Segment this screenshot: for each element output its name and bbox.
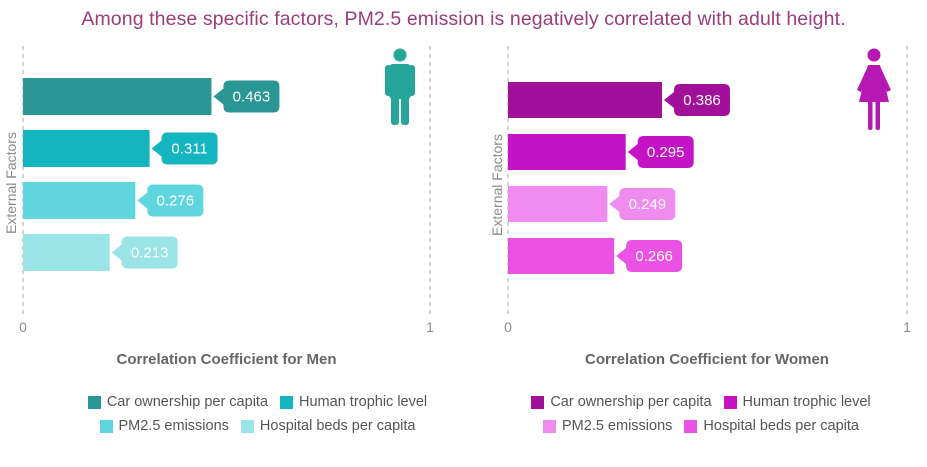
x-tick-label: 1 <box>426 319 434 335</box>
chart-headline: Among these specific factors, PM2.5 emis… <box>81 8 846 30</box>
icon-arm <box>857 66 871 92</box>
data-label: 0.311 <box>171 141 207 158</box>
data-label: 0.276 <box>157 193 195 210</box>
data-label-callout <box>213 80 280 113</box>
data-label-callout <box>664 84 731 116</box>
x-tick-label: 1 <box>903 319 911 335</box>
legend-label: Hospital beds per capita <box>259 418 416 434</box>
legend-swatch <box>99 419 113 433</box>
icon-head <box>867 48 881 62</box>
legend-label: PM2.5 emissions <box>118 418 229 434</box>
x-tick-label: 0 <box>19 319 27 335</box>
legend-row: PM2.5 emissions Hospital beds per capita <box>475 414 927 438</box>
data-label-callout <box>111 236 178 269</box>
bar <box>508 134 626 170</box>
data-label: 0.249 <box>629 196 667 213</box>
legend-item: Car ownership per capita <box>87 394 269 410</box>
icon-leg <box>868 100 873 130</box>
legend-swatch <box>684 419 698 433</box>
legend-label: Human trophic level <box>742 394 871 410</box>
bar <box>23 234 110 271</box>
legend-women: Car ownership per capita Human trophic l… <box>475 390 927 438</box>
bar <box>508 186 608 222</box>
bar <box>508 238 615 274</box>
bar <box>508 82 663 118</box>
bar <box>23 130 150 167</box>
data-label-callout <box>627 136 694 168</box>
icon-leg <box>391 93 399 125</box>
legend-swatch <box>723 395 737 409</box>
bar <box>23 182 136 219</box>
icon-arm <box>385 65 391 96</box>
icon-leg <box>875 100 880 130</box>
legend-swatch <box>531 395 545 409</box>
legend-item: Hospital beds per capita <box>240 418 416 434</box>
legend-label: Human trophic level <box>299 394 428 410</box>
legend-label: PM2.5 emissions <box>562 418 673 434</box>
x-axis-title-women: Correlation Coefficient for Women <box>585 351 829 368</box>
legend-row: PM2.5 emissions Hospital beds per capita <box>0 414 515 438</box>
legend-item: Human trophic level <box>723 394 871 410</box>
man-icon <box>385 48 415 125</box>
legend-swatch <box>240 419 254 433</box>
data-label: 0.213 <box>131 245 169 262</box>
legend-item: Hospital beds per capita <box>684 418 859 434</box>
legend-label: Car ownership per capita <box>550 394 712 410</box>
data-label: 0.386 <box>683 92 721 109</box>
legend-men: Car ownership per capita Human trophic l… <box>0 390 515 438</box>
legend-swatch <box>280 395 294 409</box>
data-label-callout <box>137 184 204 217</box>
legend-item: Human trophic level <box>280 394 427 410</box>
bar <box>23 78 212 115</box>
legend-item: PM2.5 emissions <box>99 418 229 434</box>
data-label-callout <box>151 132 218 165</box>
data-label: 0.266 <box>635 248 673 265</box>
woman-icon <box>857 48 891 130</box>
icon-head <box>393 48 407 62</box>
data-label: 0.295 <box>647 144 685 161</box>
legend-swatch <box>543 419 556 433</box>
data-label-callout <box>609 188 676 220</box>
legend-row: Car ownership per capita Human trophic l… <box>0 390 515 414</box>
icon-arm <box>877 66 891 92</box>
legend-item: PM2.5 emissions <box>543 418 672 434</box>
icon-leg <box>401 93 409 125</box>
legend-swatch <box>87 395 101 409</box>
y-axis-title: External Factors <box>3 132 19 234</box>
icon-arm <box>409 65 415 96</box>
icon-torso <box>389 64 411 99</box>
x-tick-label: 0 <box>504 319 512 335</box>
legend-item: Car ownership per capita <box>531 394 712 410</box>
x-axis-title-men: Correlation Coefficient for Men <box>116 351 337 368</box>
data-label-callout <box>616 240 683 272</box>
legend-label: Car ownership per capita <box>106 394 269 410</box>
y-axis-title: External Factors <box>489 134 505 236</box>
legend-label: Hospital beds per capita <box>703 418 859 434</box>
data-label: 0.463 <box>233 89 271 106</box>
legend-row: Car ownership per capita Human trophic l… <box>475 390 927 414</box>
